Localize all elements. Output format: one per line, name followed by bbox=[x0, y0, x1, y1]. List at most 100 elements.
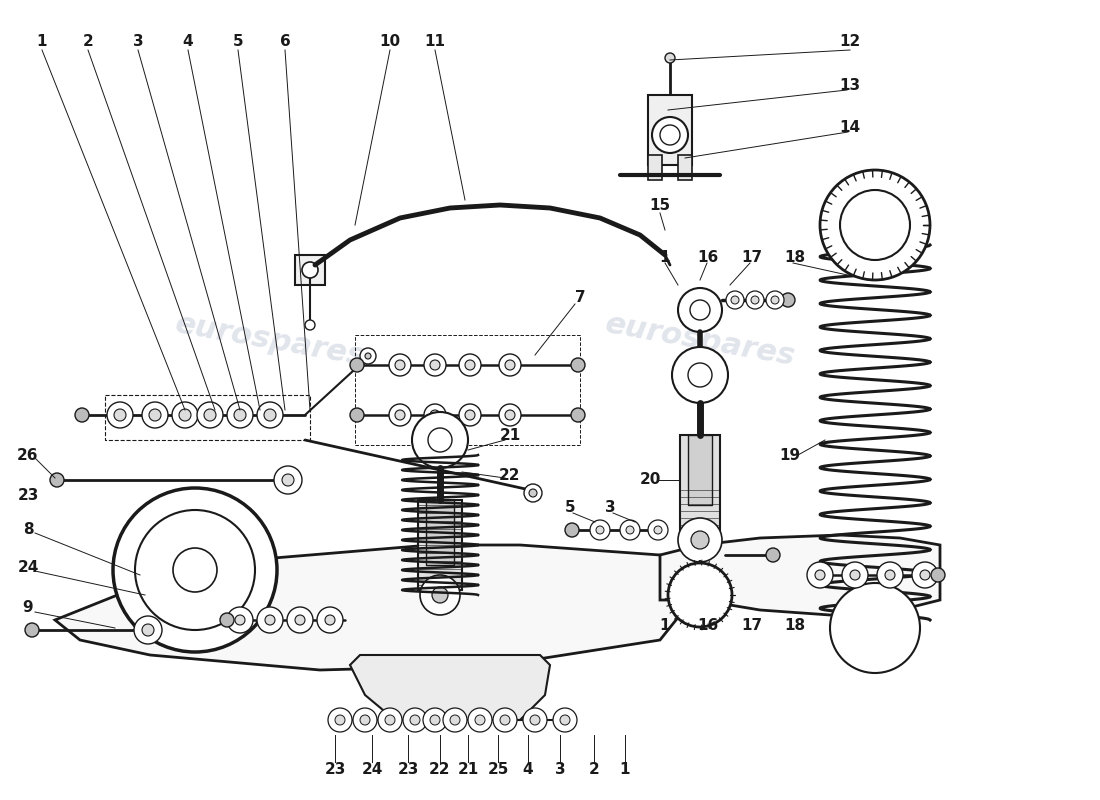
Circle shape bbox=[395, 360, 405, 370]
Circle shape bbox=[227, 402, 253, 428]
Circle shape bbox=[842, 562, 868, 588]
Text: 16: 16 bbox=[697, 618, 718, 633]
Text: 6: 6 bbox=[279, 34, 290, 50]
Circle shape bbox=[771, 296, 779, 304]
Circle shape bbox=[50, 473, 64, 487]
Circle shape bbox=[428, 428, 452, 452]
Text: eurospares: eurospares bbox=[603, 309, 798, 371]
Circle shape bbox=[257, 607, 283, 633]
Circle shape bbox=[395, 410, 405, 420]
Circle shape bbox=[173, 548, 217, 592]
Circle shape bbox=[560, 715, 570, 725]
Circle shape bbox=[350, 358, 364, 372]
Circle shape bbox=[820, 170, 930, 280]
Circle shape bbox=[654, 526, 662, 534]
Circle shape bbox=[751, 296, 759, 304]
Text: 26: 26 bbox=[18, 447, 38, 462]
Circle shape bbox=[668, 563, 732, 627]
Text: 1: 1 bbox=[660, 618, 670, 633]
Circle shape bbox=[424, 404, 446, 426]
Circle shape bbox=[830, 583, 920, 673]
Circle shape bbox=[815, 570, 825, 580]
Text: 22: 22 bbox=[499, 467, 520, 482]
Circle shape bbox=[142, 402, 168, 428]
Bar bbox=[680, 435, 720, 535]
Circle shape bbox=[652, 117, 688, 153]
Circle shape bbox=[197, 402, 223, 428]
Circle shape bbox=[234, 409, 246, 421]
Text: 11: 11 bbox=[425, 34, 446, 50]
Circle shape bbox=[475, 715, 485, 725]
Circle shape bbox=[305, 320, 315, 330]
Circle shape bbox=[732, 296, 739, 304]
Circle shape bbox=[134, 616, 162, 644]
Circle shape bbox=[430, 360, 440, 370]
Circle shape bbox=[135, 510, 255, 630]
Circle shape bbox=[590, 520, 610, 540]
Circle shape bbox=[350, 408, 364, 422]
Circle shape bbox=[113, 488, 277, 652]
Circle shape bbox=[257, 402, 283, 428]
Circle shape bbox=[172, 402, 198, 428]
Text: 24: 24 bbox=[18, 561, 38, 575]
Text: 23: 23 bbox=[397, 762, 419, 778]
Circle shape bbox=[522, 708, 547, 732]
Circle shape bbox=[499, 404, 521, 426]
Circle shape bbox=[389, 354, 411, 376]
Polygon shape bbox=[295, 255, 324, 285]
Circle shape bbox=[766, 548, 780, 562]
Polygon shape bbox=[55, 545, 700, 670]
Text: 20: 20 bbox=[639, 473, 661, 487]
Circle shape bbox=[726, 291, 744, 309]
Text: 1: 1 bbox=[660, 250, 670, 266]
Circle shape bbox=[620, 520, 640, 540]
Circle shape bbox=[459, 404, 481, 426]
Circle shape bbox=[432, 587, 448, 603]
Text: 3: 3 bbox=[133, 34, 143, 50]
Circle shape bbox=[529, 489, 537, 497]
Circle shape bbox=[179, 409, 191, 421]
Text: 7: 7 bbox=[574, 290, 585, 306]
Circle shape bbox=[378, 708, 402, 732]
Circle shape bbox=[465, 410, 475, 420]
Circle shape bbox=[766, 291, 784, 309]
Circle shape bbox=[443, 708, 468, 732]
Circle shape bbox=[500, 715, 510, 725]
Circle shape bbox=[424, 708, 447, 732]
Text: 17: 17 bbox=[741, 250, 762, 266]
Text: 25: 25 bbox=[487, 762, 508, 778]
Circle shape bbox=[886, 570, 895, 580]
Circle shape bbox=[424, 354, 446, 376]
Text: 9: 9 bbox=[23, 601, 33, 615]
Circle shape bbox=[648, 520, 668, 540]
Circle shape bbox=[931, 568, 945, 582]
Circle shape bbox=[571, 408, 585, 422]
Text: 1: 1 bbox=[36, 34, 47, 50]
Text: 14: 14 bbox=[839, 121, 860, 135]
Text: 18: 18 bbox=[784, 618, 805, 633]
Circle shape bbox=[25, 623, 39, 637]
Text: 24: 24 bbox=[361, 762, 383, 778]
Circle shape bbox=[690, 300, 710, 320]
Text: 1: 1 bbox=[619, 762, 630, 778]
Circle shape bbox=[264, 409, 276, 421]
Circle shape bbox=[389, 404, 411, 426]
Circle shape bbox=[565, 523, 579, 537]
Circle shape bbox=[691, 531, 710, 549]
Circle shape bbox=[468, 708, 492, 732]
Circle shape bbox=[666, 53, 675, 63]
Bar bbox=[648, 155, 662, 180]
Circle shape bbox=[317, 607, 343, 633]
Circle shape bbox=[403, 708, 427, 732]
Text: eurospares: eurospares bbox=[173, 309, 367, 371]
Circle shape bbox=[420, 575, 460, 615]
Text: 23: 23 bbox=[324, 762, 345, 778]
Circle shape bbox=[840, 190, 910, 260]
Bar bbox=[648, 95, 692, 165]
Text: eurospares: eurospares bbox=[173, 562, 367, 618]
Circle shape bbox=[353, 708, 377, 732]
Circle shape bbox=[282, 474, 294, 486]
Text: 8: 8 bbox=[23, 522, 33, 538]
Circle shape bbox=[204, 409, 216, 421]
Circle shape bbox=[287, 607, 314, 633]
